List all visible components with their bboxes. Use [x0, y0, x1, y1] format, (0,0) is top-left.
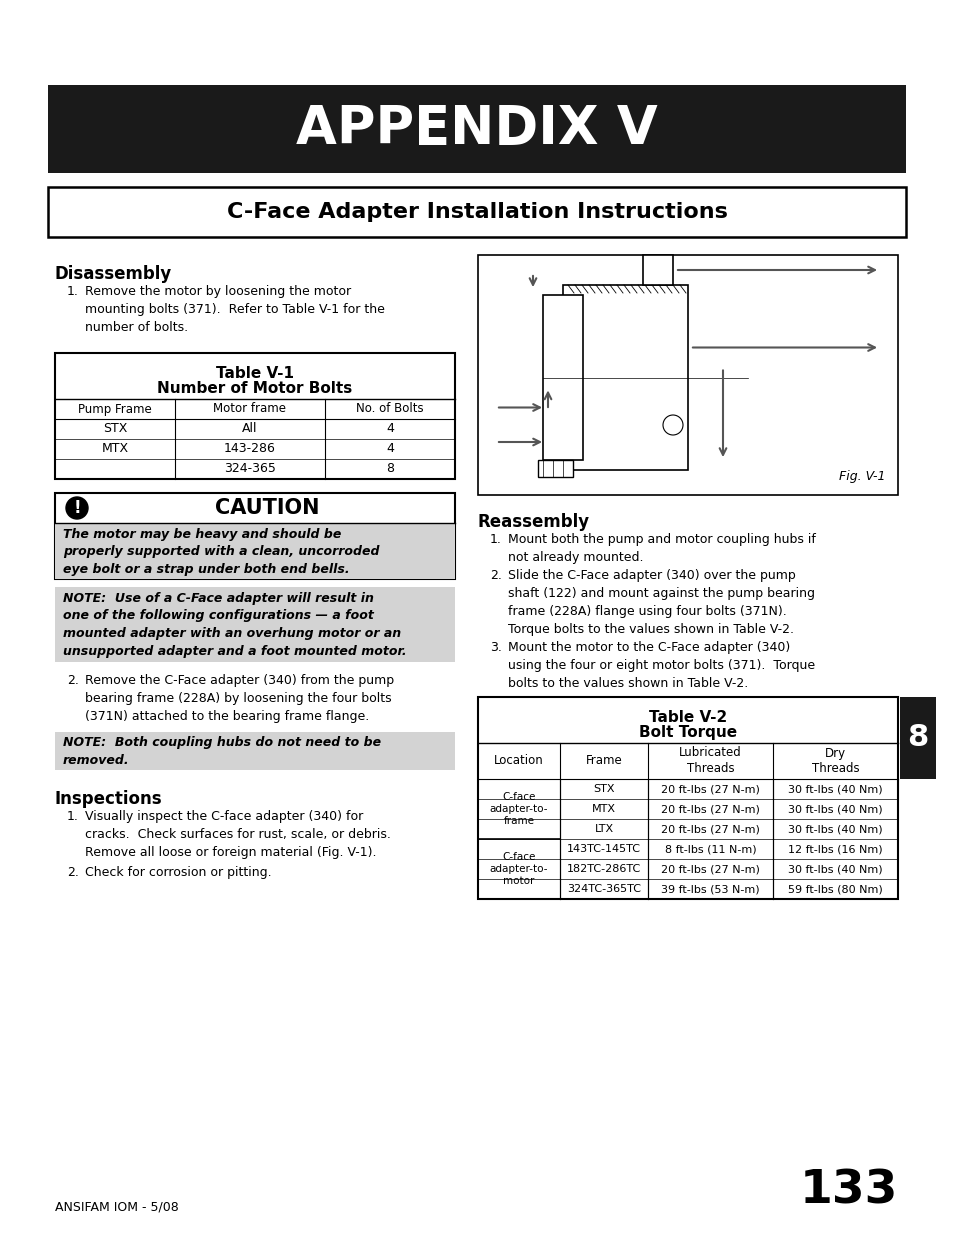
Text: 1.: 1.	[67, 285, 79, 298]
Bar	[477, 254, 897, 495]
Text: 1.: 1.	[67, 810, 79, 823]
Bar	[55, 732, 455, 769]
Bar	[642, 254, 672, 285]
Bar	[899, 697, 935, 779]
Bar	[542, 295, 582, 459]
Text: Slide the C-Face adapter (340) over the pump
shaft (122) and mount against the p: Slide the C-Face adapter (340) over the …	[507, 569, 814, 636]
Text: Disassembly: Disassembly	[55, 266, 172, 283]
Text: APPENDIX V: APPENDIX V	[295, 103, 658, 156]
Text: 20 ft-lbs (27 N-m): 20 ft-lbs (27 N-m)	[660, 864, 760, 874]
Text: NOTE:  Use of a C-Face adapter will result in
one of the following configuration: NOTE: Use of a C-Face adapter will resul…	[63, 592, 406, 657]
Text: C-face
adapter-to-
frame: C-face adapter-to- frame	[489, 792, 548, 826]
Text: All: All	[242, 422, 257, 436]
Text: ANSIFAM IOM - 5/08: ANSIFAM IOM - 5/08	[55, 1200, 178, 1213]
Text: 20 ft-lbs (27 N-m): 20 ft-lbs (27 N-m)	[660, 804, 760, 814]
Text: LTX: LTX	[594, 824, 613, 834]
Text: 2.: 2.	[67, 866, 79, 879]
Text: No. of Bolts: No. of Bolts	[355, 403, 423, 415]
Text: 59 ft-lbs (80 Nm): 59 ft-lbs (80 Nm)	[787, 884, 882, 894]
Text: Reassembly: Reassembly	[477, 513, 590, 531]
Text: 3.: 3.	[490, 641, 501, 655]
Text: Check for corrosion or pitting.: Check for corrosion or pitting.	[85, 866, 272, 879]
Text: Mount both the pump and motor coupling hubs if
not already mounted.: Mount both the pump and motor coupling h…	[507, 534, 815, 564]
Text: Inspections: Inspections	[55, 790, 162, 808]
Bar	[48, 85, 905, 173]
Text: 143-286: 143-286	[224, 442, 275, 456]
Text: C-face
adapter-to-
motor: C-face adapter-to- motor	[489, 852, 548, 887]
Text: 2.: 2.	[67, 674, 79, 687]
Text: Bolt Torque: Bolt Torque	[639, 725, 737, 740]
Text: Number of Motor Bolts: Number of Motor Bolts	[157, 382, 353, 396]
Text: 324-365: 324-365	[224, 462, 275, 475]
Text: NOTE:  Both coupling hubs do not need to be
removed.: NOTE: Both coupling hubs do not need to …	[63, 736, 381, 767]
Text: 30 ft-lbs (40 Nm): 30 ft-lbs (40 Nm)	[787, 784, 882, 794]
Text: Remove the C-Face adapter (340) from the pump
bearing frame (228A) by loosening : Remove the C-Face adapter (340) from the…	[85, 674, 394, 722]
Circle shape	[662, 415, 682, 435]
Text: Pump Frame: Pump Frame	[78, 403, 152, 415]
Text: 4: 4	[386, 442, 394, 456]
Text: CAUTION: CAUTION	[214, 498, 319, 517]
Text: Frame: Frame	[585, 755, 621, 767]
Text: STX: STX	[103, 422, 127, 436]
Text: 133: 133	[799, 1168, 897, 1213]
Bar	[55, 493, 455, 579]
Text: Remove the motor by loosening the motor
mounting bolts (371).  Refer to Table V-: Remove the motor by loosening the motor …	[85, 285, 384, 333]
Text: 8: 8	[906, 724, 927, 752]
Text: Mount the motor to the C-Face adapter (340)
using the four or eight motor bolts : Mount the motor to the C-Face adapter (3…	[507, 641, 814, 690]
Text: Table V-2: Table V-2	[648, 710, 726, 725]
Text: !: !	[73, 499, 81, 517]
Text: Table V-1: Table V-1	[215, 366, 294, 382]
Text: 30 ft-lbs (40 Nm): 30 ft-lbs (40 Nm)	[787, 824, 882, 834]
Text: The motor may be heavy and should be
properly supported with a clean, uncorroded: The motor may be heavy and should be pro…	[63, 529, 379, 576]
Bar	[477, 697, 897, 899]
Text: 8 ft-lbs (11 N-m): 8 ft-lbs (11 N-m)	[664, 844, 756, 853]
Text: Fig. V-1: Fig. V-1	[839, 471, 885, 483]
Text: Motor frame: Motor frame	[213, 403, 286, 415]
Bar	[537, 459, 573, 477]
Text: MTX: MTX	[101, 442, 129, 456]
Text: Visually inspect the C-face adapter (340) for
cracks.  Check surfaces for rust, : Visually inspect the C-face adapter (340…	[85, 810, 391, 860]
Text: 12 ft-lbs (16 Nm): 12 ft-lbs (16 Nm)	[787, 844, 882, 853]
Text: 20 ft-lbs (27 N-m): 20 ft-lbs (27 N-m)	[660, 824, 760, 834]
Text: STX: STX	[593, 784, 614, 794]
Text: MTX: MTX	[592, 804, 616, 814]
Text: Location: Location	[494, 755, 543, 767]
Text: 182TC-286TC: 182TC-286TC	[566, 864, 640, 874]
Text: 4: 4	[386, 422, 394, 436]
Bar	[48, 186, 905, 237]
Text: 30 ft-lbs (40 Nm): 30 ft-lbs (40 Nm)	[787, 804, 882, 814]
Bar	[55, 587, 455, 662]
Bar	[55, 353, 455, 479]
Text: 8: 8	[386, 462, 394, 475]
Circle shape	[66, 496, 88, 519]
Text: 143TC-145TC: 143TC-145TC	[566, 844, 640, 853]
Bar	[55, 522, 455, 579]
Text: Dry
Threads: Dry Threads	[811, 746, 859, 776]
Text: 324TC-365TC: 324TC-365TC	[566, 884, 640, 894]
Text: 39 ft-lbs (53 N-m): 39 ft-lbs (53 N-m)	[660, 884, 759, 894]
Bar	[562, 285, 687, 471]
Text: 20 ft-lbs (27 N-m): 20 ft-lbs (27 N-m)	[660, 784, 760, 794]
Text: Lubricated
Threads: Lubricated Threads	[679, 746, 741, 776]
Text: 2.: 2.	[490, 569, 501, 582]
Text: C-Face Adapter Installation Instructions: C-Face Adapter Installation Instructions	[226, 203, 727, 222]
Text: 1.: 1.	[490, 534, 501, 546]
Text: 30 ft-lbs (40 Nm): 30 ft-lbs (40 Nm)	[787, 864, 882, 874]
